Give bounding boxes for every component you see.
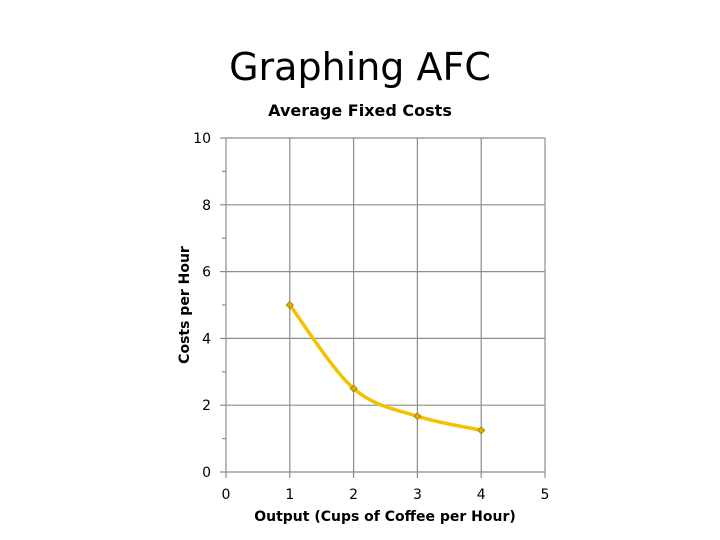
afc-point (477, 426, 486, 435)
afc-line (288, 303, 483, 432)
afc-point (413, 412, 422, 421)
x-tick-label: 3 (413, 487, 422, 503)
chart-grid (226, 137, 546, 472)
chart-axes (220, 137, 546, 478)
x-tick-label: 2 (349, 487, 358, 503)
x-tick-label: 0 (222, 487, 231, 503)
x-tick-label: 1 (285, 487, 294, 503)
x-tick-labels: 0 1 2 3 4 5 (222, 487, 550, 503)
afc-point (349, 384, 358, 393)
slide-title: Graphing AFC (229, 45, 491, 89)
y-tick-labels: 0 2 4 6 8 10 (193, 131, 211, 481)
x-axis-title: Output (Cups of Coffee per Hour) (254, 509, 516, 525)
chart-title: Average Fixed Costs (268, 101, 452, 120)
y-tick-label: 2 (202, 398, 211, 414)
afc-series (285, 300, 486, 435)
y-axis-title: Costs per Hour (177, 246, 193, 364)
afc-point (285, 300, 294, 310)
y-tick-label: 6 (202, 265, 211, 281)
x-tick-label: 5 (541, 487, 550, 503)
x-tick-label: 4 (477, 487, 486, 503)
y-tick-label: 8 (202, 198, 211, 214)
y-tick-label: 10 (193, 131, 211, 147)
y-tick-label: 4 (202, 331, 211, 347)
y-tick-label: 0 (202, 465, 211, 481)
